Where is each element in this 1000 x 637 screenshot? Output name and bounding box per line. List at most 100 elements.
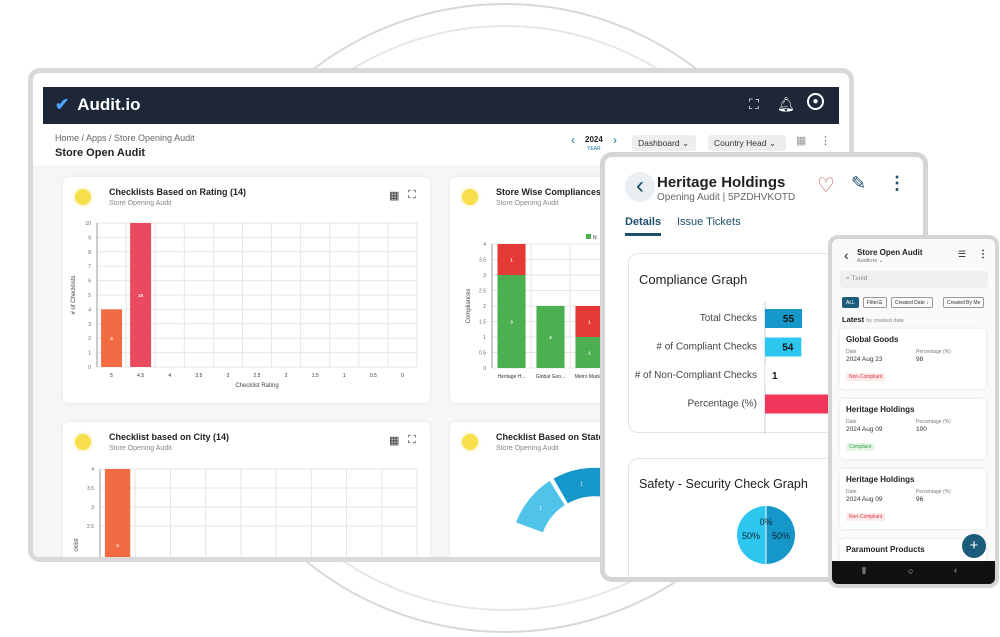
percentage-label: Percentage (%) — [916, 349, 951, 355]
logo[interactable]: ✔ Audit.io — [55, 95, 141, 114]
pencil-icon[interactable]: ✎ — [851, 173, 867, 193]
y-axis-title: # of Checklists — [71, 275, 77, 314]
y-tick-label: 0 — [88, 365, 91, 371]
item-date: 2024 Aug 09 — [846, 496, 883, 503]
kebab-icon[interactable]: ⋮ — [820, 135, 831, 147]
user-icon[interactable]: ● — [807, 93, 824, 110]
bell-icon[interactable]: 🔔︎ — [777, 96, 795, 112]
kebab-icon[interactable]: ⋮ — [888, 173, 906, 193]
table-view-icon[interactable]: ▦ — [389, 435, 400, 447]
legend-label: N — [593, 235, 597, 241]
x-tick-label: Metro Mark... — [575, 374, 604, 380]
breadcrumb[interactable]: Home / Apps / Store Opening Audit — [55, 133, 195, 143]
card-title: Checklist based on City (14) — [109, 432, 230, 442]
sun-icon — [462, 434, 478, 450]
back-button[interactable]: ‹ — [625, 172, 655, 202]
y-tick-label: 8 — [88, 250, 91, 256]
search-input[interactable]: ⌕ Txnid — [840, 271, 988, 288]
chip-all[interactable]: ALL — [842, 297, 859, 308]
role-dropdown[interactable]: Country Head ⌄ — [708, 135, 786, 151]
compliance-bar-chart: Total Checks 55 # of Compliant Checks 54 # o… — [635, 302, 831, 434]
phone-title: Store Open Audit — [857, 248, 923, 257]
pie-slice — [766, 506, 795, 564]
audit-list-item[interactable]: Heritage Holdings Date 2024 Aug 09 Percen… — [840, 399, 986, 459]
bar-category-label: # of Non-Compliant Checks — [635, 370, 757, 381]
donut-segment — [514, 478, 567, 535]
x-tick-label: 4 — [168, 373, 171, 379]
item-date: 2024 Aug 23 — [846, 356, 883, 363]
x-tick-label: 3 — [227, 373, 230, 379]
bar — [536, 306, 565, 368]
y-tick-label: 4 — [88, 307, 91, 313]
safety-pie-chart: 0%50% 50% — [737, 506, 795, 564]
bar — [104, 469, 131, 557]
item-percentage: 100 — [916, 426, 927, 433]
recent-apps-icon[interactable]: ⦀ — [862, 566, 866, 576]
y-tick-label: 2.5 — [479, 289, 486, 295]
sun-icon — [75, 189, 91, 205]
top-bar: ✔ Audit.io ⛶ 🔔︎ ● — [43, 87, 839, 124]
audit-list-item[interactable]: Heritage Holdings Date 2024 Aug 09 Percen… — [840, 469, 986, 529]
table-view-icon[interactable]: ▦ — [389, 190, 400, 202]
segment-label: 1 — [539, 506, 542, 512]
item-percentage: 96 — [916, 496, 924, 503]
auditors-dropdown[interactable]: Auditors ⌄ — [857, 258, 884, 264]
tab-issue-tickets[interactable]: Issue Tickets — [677, 216, 741, 228]
sun-icon — [75, 434, 91, 450]
tab-details[interactable]: Details — [625, 216, 662, 236]
bar — [497, 275, 526, 368]
y-tick-label: 1 — [88, 351, 91, 357]
expand-icon[interactable]: ⛶ — [408, 189, 416, 201]
bar — [765, 366, 766, 385]
status-badge: Non-Compliant — [846, 513, 886, 521]
bar-data-label: 4 — [110, 336, 113, 341]
chip-created-by-me[interactable]: Created By Me — [943, 297, 985, 308]
rating-bar-chart: 0 1 2 3 4 5 6 7 8 9 10 5 4.5 4 3.5 3 2.5 2 1.5 1 0.5 0 Checkli… — [71, 221, 418, 389]
heart-icon[interactable]: ♡ — [817, 175, 835, 197]
bar-data-label: 4 — [116, 543, 119, 548]
chip-created-date[interactable]: Created Date ↓ — [891, 297, 933, 308]
back-nav-icon[interactable]: ‹ — [954, 565, 957, 575]
bar — [101, 309, 123, 367]
audit-list-item[interactable]: Global Goods Date 2024 Aug 23 Percentage … — [840, 329, 986, 389]
chip-filter[interactable]: Filter☰ — [863, 297, 887, 308]
fullscreen-icon[interactable]: ⛶ — [749, 96, 759, 112]
back-icon[interactable]: ‹ — [844, 247, 849, 263]
bar-data-label: 54 — [782, 343, 794, 354]
y-tick-label: 2.5 — [87, 524, 94, 530]
dashboard-dropdown[interactable]: Dashboard ⌄ — [632, 135, 696, 151]
y-tick-label: 3 — [483, 273, 486, 279]
home-icon[interactable]: ○ — [908, 566, 914, 576]
kebab-icon[interactable]: ⋮ — [978, 249, 988, 260]
record-subtitle: Opening Audit | 5PZDHVKOTD — [657, 192, 796, 203]
x-tick-label: 1 — [343, 373, 346, 379]
add-fab-button[interactable]: + — [962, 534, 986, 558]
bar-data-label: 1 — [588, 320, 591, 325]
next-year-icon[interactable]: › — [613, 133, 617, 147]
y-tick-label: 0.5 — [479, 351, 486, 357]
card-title: Checklist Based on State ( — [496, 432, 610, 442]
list-icon[interactable]: ☰ — [958, 249, 967, 259]
grid-icon[interactable]: ▦ — [796, 135, 807, 147]
bar-data-label: 1 — [510, 258, 513, 263]
x-tick-label: 1.5 — [312, 373, 319, 379]
check-logo-icon: ✔ — [55, 95, 70, 114]
bar-data-label: 10 — [138, 293, 144, 298]
city-chart-card: Checklist based on City (14) Store Openi… — [63, 422, 430, 557]
bar-category-label: Total Checks — [700, 313, 757, 324]
x-tick-label: 0 — [401, 373, 404, 379]
card-title: Safety - Security Check Graph — [639, 477, 808, 491]
audit-list-item[interactable]: Paramount Products — [840, 539, 986, 564]
x-tick-label: 4.5 — [137, 373, 144, 379]
date-label: Date — [846, 419, 857, 425]
card-title: Compliance Graph — [639, 272, 748, 287]
bar-data-label: 3 — [510, 320, 513, 325]
y-tick-label: 10 — [85, 221, 91, 227]
prev-year-icon[interactable]: ‹ — [571, 133, 575, 147]
expand-icon[interactable]: ⛶ — [408, 434, 416, 446]
y-tick-label: 0 — [483, 366, 486, 372]
store-compliance-chart: 0 0.5 1 1.5 2 2.5 3 3.5 4 Heritage H... Global Goo… — [466, 234, 610, 380]
y-tick-label: 4 — [91, 467, 94, 473]
y-tick-label: 3.5 — [479, 258, 486, 264]
y-tick-label: 7 — [88, 264, 91, 270]
